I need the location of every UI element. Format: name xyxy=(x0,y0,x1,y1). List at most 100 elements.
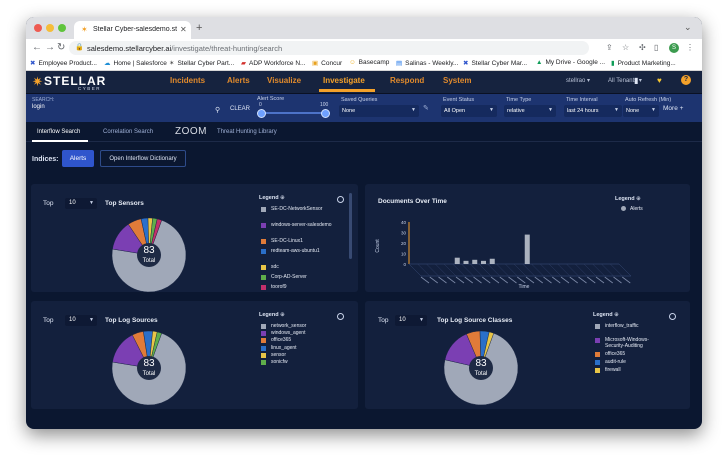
new-tab-button[interactable]: + xyxy=(196,22,203,34)
legend-item[interactable]: SE-DC-Linux1 xyxy=(271,238,303,244)
legend-item[interactable]: audit-rule xyxy=(605,359,626,365)
floor-gridline xyxy=(435,263,448,277)
refresh-spinner-icon[interactable] xyxy=(337,196,344,203)
time-type-dropdown[interactable]: Time Type relative ▼ xyxy=(504,96,556,118)
legend-item[interactable]: windows-server-salesdemo xyxy=(271,222,332,228)
bookmark-item[interactable]: ✶ Stellar Cyber Part... xyxy=(169,60,235,67)
x-tick-mark xyxy=(499,276,508,284)
search-icon[interactable]: ⚲ xyxy=(215,107,221,114)
donut-total-label: Total xyxy=(474,371,488,377)
bookmark-item[interactable]: ☁ Home | Salesforce xyxy=(104,60,167,67)
nav-investigate[interactable]: Investigate xyxy=(323,76,365,85)
browser-menu-icon[interactable]: ⋮ xyxy=(686,43,694,52)
sidebar-icon[interactable]: ▯ xyxy=(654,43,659,52)
bookmark-item[interactable]: ▮ Product Marketing... xyxy=(611,60,676,67)
open-interflow-dictionary-button[interactable]: Open Interflow Dictionary xyxy=(100,150,186,167)
bookmark-item[interactable]: ▲ My Drive - Google ... xyxy=(536,59,606,66)
more-filters-button[interactable]: More + xyxy=(663,105,684,112)
x-tick-mark xyxy=(569,276,578,284)
tab-interflow-search[interactable]: Interflow Search xyxy=(37,129,81,135)
x-tick-mark xyxy=(543,276,552,284)
bookmark-item[interactable]: ✖ Employee Product... xyxy=(30,60,97,67)
slider-track[interactable] xyxy=(259,112,327,114)
legend-item[interactable]: sdc xyxy=(271,264,279,270)
top-count-select[interactable]: 10 ▼ xyxy=(395,315,427,326)
legend-item[interactable]: office365 xyxy=(605,351,626,357)
legend-item[interactable]: firewall xyxy=(605,367,621,373)
legend-item[interactable]: linux_agent xyxy=(271,344,297,351)
legend-swatch xyxy=(261,249,266,254)
edit-query-icon[interactable]: ✎ xyxy=(423,105,429,112)
share-icon[interactable]: ⇪ xyxy=(606,43,613,52)
tab-zoom[interactable]: ZOOM xyxy=(175,126,207,137)
legend-item-alerts[interactable]: Alerts xyxy=(630,206,643,212)
browser-window: ✶ Stellar Cyber-salesdemo.stella ✕ + ⌄ ←… xyxy=(26,17,702,429)
chevron-down-icon: ▼ xyxy=(419,317,424,323)
nav-respond[interactable]: Respond xyxy=(390,76,425,85)
legend-item[interactable]: SE-DC-NetworkSensor xyxy=(271,206,323,212)
time-bar xyxy=(524,234,530,264)
legend-item[interactable]: Corp-AD-Server xyxy=(271,274,307,280)
legend-item[interactable]: toorof9 xyxy=(271,284,287,290)
reload-icon[interactable]: ↻ xyxy=(57,42,66,53)
back-arrow-icon[interactable]: ← xyxy=(32,42,42,53)
tab-threat-hunting-library[interactable]: Threat Hunting Library xyxy=(217,129,277,135)
legend-item[interactable]: redteam-aws-ubuntu1 xyxy=(271,248,320,254)
tab-correlation-search[interactable]: Correlation Search xyxy=(103,129,154,135)
tab-search-chevron-icon[interactable]: ⌄ xyxy=(684,22,692,32)
extensions-puzzle-icon[interactable]: ✣ xyxy=(639,43,646,52)
help-icon[interactable]: ? xyxy=(681,75,691,85)
legend-scrollbar[interactable] xyxy=(349,193,352,259)
nav-system[interactable]: System xyxy=(443,76,472,85)
legend-item[interactable]: Microsoft-Windows-Security-Auditing xyxy=(605,337,649,349)
bookmark-item[interactable]: ☺ Basecamp xyxy=(349,59,390,66)
legend-item[interactable]: windows_agent xyxy=(271,330,306,337)
legend-item[interactable]: network_sensor xyxy=(271,323,307,329)
bookmark-item[interactable]: ▤ Salinas - Weekly... xyxy=(396,60,459,67)
nav-visualize[interactable]: Visualize xyxy=(267,76,302,85)
address-bar[interactable]: 🔒 salesdemo.stellarcyber.ai/investigate/… xyxy=(69,41,589,55)
alerts-index-button[interactable]: Alerts xyxy=(62,150,94,167)
documents-over-time-chart[interactable]: 40 30 20 10 0 Count Time xyxy=(369,214,649,289)
x-tick-mark xyxy=(613,276,622,284)
close-tab-icon[interactable]: ✕ xyxy=(180,25,187,34)
bookmark-item[interactable]: ▣ Concur xyxy=(312,60,343,67)
nav-alerts[interactable]: Alerts xyxy=(227,76,250,85)
y-tick-label: 20 xyxy=(401,241,407,246)
legend-item[interactable]: office365 xyxy=(271,337,292,344)
refresh-spinner-icon[interactable] xyxy=(337,313,344,320)
top-count-select[interactable]: 10 ▼ xyxy=(65,315,97,326)
bookmark-item[interactable]: ✖ Stellar Cyber Mar... xyxy=(463,60,528,67)
time-interval-dropdown[interactable]: Time Interval last 24 hours ▼ xyxy=(564,96,622,118)
maximize-window-button[interactable] xyxy=(58,24,66,32)
bookmark-item[interactable]: ▰ ADP Workforce N... xyxy=(241,60,306,67)
clear-button[interactable]: CLEAR xyxy=(230,106,251,112)
browser-tab[interactable]: ✶ Stellar Cyber-salesdemo.stella ✕ xyxy=(74,21,191,39)
notification-icon[interactable]: ♥ xyxy=(657,76,662,85)
bookmark-star-icon[interactable]: ☆ xyxy=(622,43,630,52)
tenant-selector[interactable]: All Tenants ▾ xyxy=(608,78,642,84)
event-status-dropdown[interactable]: Event Status All Open ▼ xyxy=(441,96,497,118)
search-input[interactable]: login xyxy=(32,104,45,110)
auto-refresh-dropdown[interactable]: Auto Refresh (Min) None ▼ xyxy=(623,96,671,118)
legend-swatch xyxy=(595,338,600,343)
legend-item[interactable]: interflow_traffic xyxy=(605,323,639,329)
profile-avatar[interactable]: S xyxy=(669,43,679,53)
close-window-button[interactable] xyxy=(34,24,42,32)
top-log-source-classes-donut[interactable]: 83 Total xyxy=(441,328,521,408)
refresh-spinner-icon[interactable] xyxy=(669,313,676,320)
forward-arrow-icon[interactable]: → xyxy=(45,42,55,53)
top-count-select[interactable]: 10 ▼ xyxy=(65,198,97,209)
stellar-cyber-logo[interactable]: ✷ STELLAR CYBER xyxy=(32,74,107,91)
slider-min-handle[interactable] xyxy=(257,109,266,118)
saved-queries-dropdown[interactable]: Saved Queries None ▼ xyxy=(339,96,419,118)
user-menu[interactable]: stellrao ▾ xyxy=(566,78,591,84)
nav-incidents[interactable]: Incidents xyxy=(170,76,206,85)
top-log-sources-donut[interactable]: 83 Total xyxy=(109,328,189,408)
legend-item[interactable]: sensor xyxy=(271,351,287,358)
minimize-window-button[interactable] xyxy=(46,24,54,32)
slider-max-handle[interactable] xyxy=(321,109,330,118)
top-sensors-donut[interactable]: 83 Total xyxy=(109,215,189,295)
bookmark-icon[interactable]: ▮ xyxy=(634,76,639,85)
legend-item[interactable]: sonicfw xyxy=(271,359,288,365)
